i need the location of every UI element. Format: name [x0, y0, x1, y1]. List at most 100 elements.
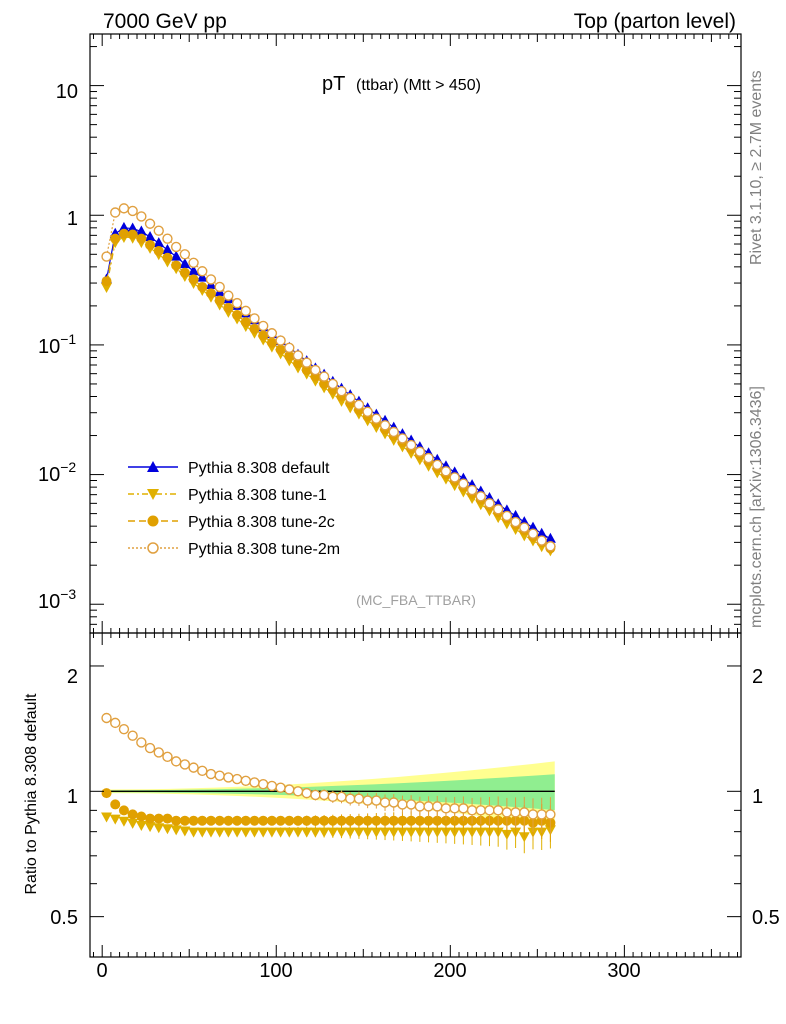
data-point-0-7: [161, 243, 173, 254]
data-point-3-43: [475, 491, 486, 502]
ratio-point-2-17: [249, 777, 260, 788]
ratio-point-2-51: [545, 809, 556, 820]
header-right: Top (parton level): [574, 10, 736, 33]
x-tick-labels: 0 100 200 300: [96, 960, 640, 982]
legend-item-tune-2m: Pythia 8.308 tune-2m: [128, 541, 340, 558]
ratio-point-1-9: [179, 815, 190, 826]
ratio-point-2-6: [153, 747, 164, 758]
ratio-point-0-18: [257, 827, 269, 838]
ratio-point-2-10: [188, 762, 199, 773]
ratio-point-0-29: [353, 827, 365, 838]
ratio-point-0-19: [266, 827, 278, 838]
data-point-2-0: [101, 276, 112, 287]
ratio-point-2-41: [458, 803, 469, 814]
data-point-3-4: [136, 211, 147, 222]
ratio-point-2-39: [440, 803, 452, 814]
ratio-point-0-17: [248, 827, 260, 838]
ratio-point-0-31: [370, 827, 382, 838]
data-point-3-3: [127, 205, 138, 217]
ratio-point-0-0: [101, 812, 113, 823]
main-y-tick-labels: 10 1 10−1 10−2 10−3: [38, 81, 78, 613]
data-point-3-23: [301, 357, 312, 368]
ratio-point-0-21: [283, 827, 295, 838]
ratio-point-2-14: [223, 772, 234, 783]
ratio-point-1-26: [327, 815, 338, 826]
ratio-y-tick-2-right: 2: [752, 666, 763, 688]
ratio-y-tick-labels: 2 1 0.5 2 1 0.5: [50, 666, 780, 929]
data-point-3-49: [527, 528, 539, 539]
ratio-y-tick-2: 2: [67, 666, 78, 688]
data-point-0-11: [196, 271, 208, 282]
ratio-y-tick-1: 1: [67, 786, 78, 808]
data-point-0-2: [118, 221, 130, 232]
data-point-3-32: [379, 420, 391, 431]
data-point-3-40: [449, 472, 460, 483]
ratio-point-2-48: [519, 807, 530, 818]
plot-title-sub: (ttbar) (Mtt > 450): [356, 77, 481, 94]
ratio-point-2-4: [136, 737, 147, 748]
ratio-point-0-35: [405, 827, 417, 838]
ratio-point-0-28: [344, 827, 356, 838]
ratio-point-1-11: [197, 815, 208, 826]
data-point-3-13: [214, 281, 225, 293]
ratio-plot-frame: [89, 632, 742, 958]
ratio-point-1-30: [362, 815, 373, 826]
x-tick-100: 100: [259, 960, 292, 982]
data-point-2-13: [214, 295, 225, 306]
ratio-point-0-14: [222, 827, 234, 838]
ratio-point-0-26: [327, 827, 339, 838]
ratio-point-2-7: [162, 751, 173, 763]
data-point-3-9: [179, 249, 191, 260]
ratio-point-1-32: [380, 815, 391, 826]
data-point-3-10: [188, 257, 199, 268]
ratio-point-2-29: [353, 793, 365, 804]
ratio-point-2-37: [423, 801, 434, 812]
data-point-2-6: [153, 246, 164, 257]
y-tick-label-1e-3: 10−3: [38, 586, 76, 613]
data-point-2-1: [110, 233, 121, 244]
data-point-3-5: [144, 218, 156, 229]
ratio-point-1-8: [171, 815, 182, 826]
ratio-point-1-10: [188, 815, 199, 826]
ratio-point-0-10: [188, 827, 200, 838]
ratio-point-2-8: [170, 756, 182, 767]
ratio-point-0-11: [196, 827, 208, 838]
data-point-3-47: [510, 516, 521, 528]
ratio-point-2-1: [110, 717, 121, 729]
x-tick-0: 0: [96, 960, 107, 982]
data-point-3-48: [519, 522, 530, 533]
ratio-point-2-20: [275, 782, 286, 793]
ratio-point-1-40: [449, 815, 460, 826]
ratio-point-1-23: [301, 815, 312, 826]
ratio-point-0-23: [301, 827, 313, 838]
legend-label-tune-2c: Pythia 8.308 tune-2c: [188, 514, 335, 531]
data-point-2-2: [118, 228, 129, 239]
data-point-2-8: [171, 260, 182, 271]
x-tick-200: 200: [433, 960, 466, 982]
ratio-point-2-15: [231, 773, 243, 785]
ratio-point-2-2: [118, 723, 130, 735]
ratio-point-2-26: [327, 791, 339, 803]
ratio-point-1-31: [371, 815, 382, 826]
data-point-0-10: [188, 265, 200, 276]
data-point-3-0: [101, 251, 112, 262]
ratio-point-2-11: [197, 765, 208, 777]
ratio-point-1-15: [232, 815, 243, 826]
ratio-point-2-19: [266, 780, 278, 792]
series-line-3: [105, 207, 551, 547]
ratio-point-2-13: [214, 770, 225, 781]
data-point-3-33: [388, 426, 399, 438]
ratio-point-1-17: [249, 815, 260, 826]
ratio-point-0-8: [170, 825, 182, 836]
ratio-point-0-4: [135, 821, 147, 832]
data-point-3-36: [414, 446, 426, 457]
legend-label-tune-2m: Pythia 8.308 tune-2m: [188, 541, 340, 558]
data-point-3-46: [501, 510, 513, 522]
ratio-point-0-30: [362, 827, 374, 838]
ratio-point-2-25: [318, 789, 330, 801]
data-point-3-18: [257, 320, 269, 332]
data-point-0-50: [536, 527, 548, 538]
series-3: [101, 203, 556, 552]
ratio-point-1-25: [319, 815, 330, 826]
